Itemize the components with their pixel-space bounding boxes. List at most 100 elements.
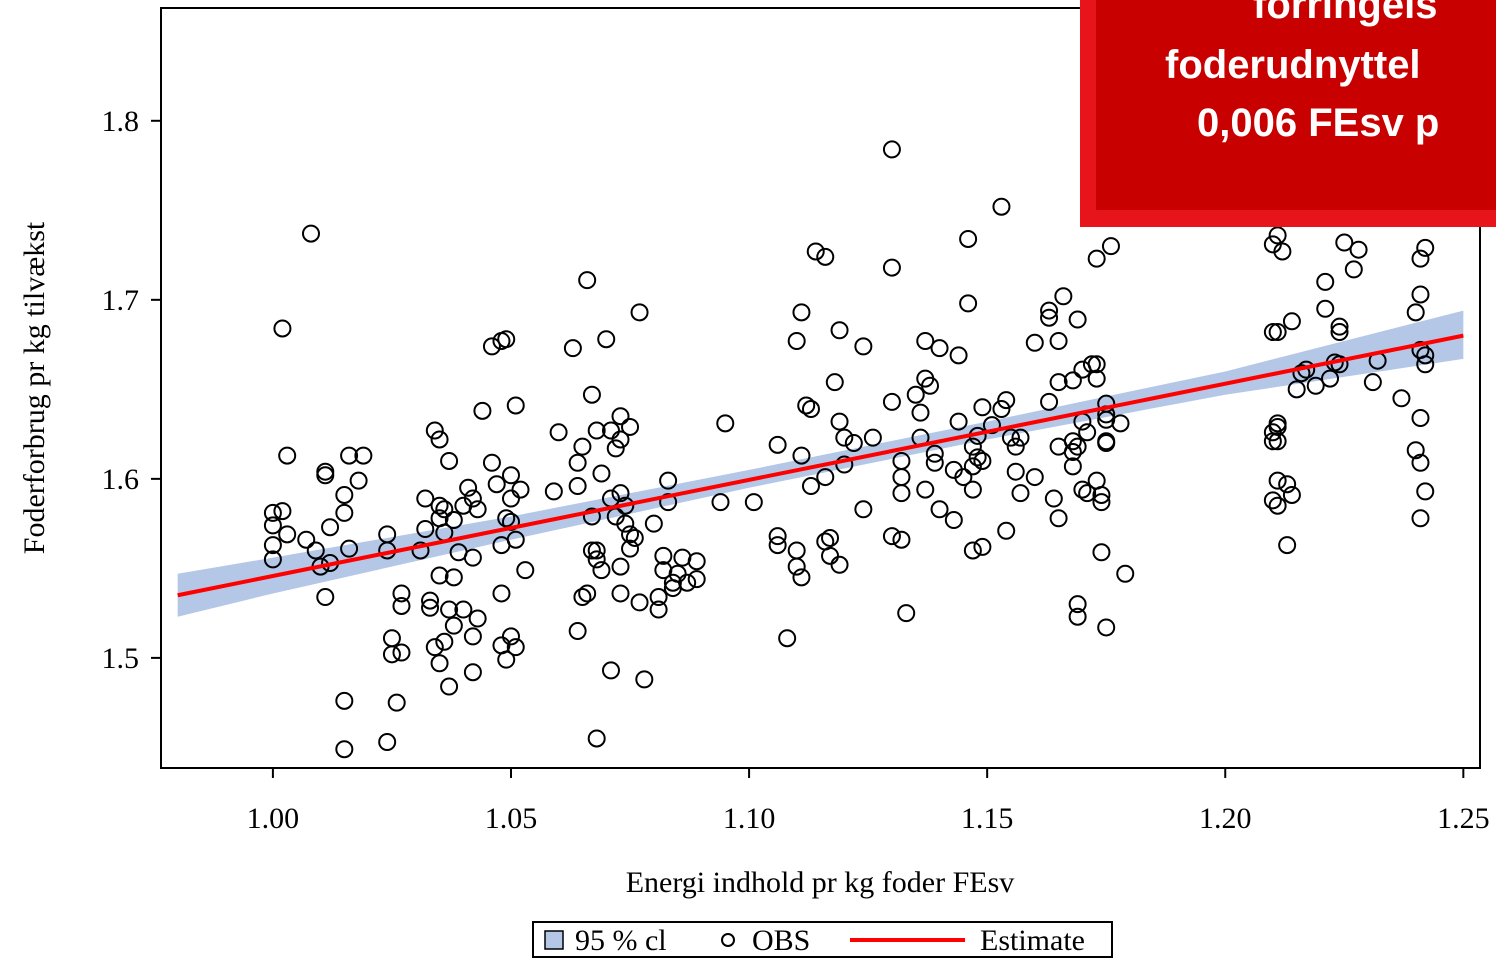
obs-point (1116, 564, 1135, 583)
annotation-text: 0,006 FEsv p (1197, 101, 1439, 145)
obs-point (1316, 299, 1335, 318)
obs-point (768, 527, 787, 546)
obs-point (1287, 380, 1306, 399)
obs-point (387, 693, 406, 712)
obs-point (611, 557, 630, 576)
obs-point (592, 561, 611, 580)
obs-point (997, 391, 1016, 410)
obs-point (430, 566, 449, 585)
obs-point (1087, 369, 1106, 388)
obs-point (1068, 310, 1087, 329)
obs-point (1316, 272, 1335, 291)
obs-point (578, 271, 597, 290)
obs-point (625, 528, 644, 547)
obs-point (1063, 432, 1082, 451)
obs-point (825, 373, 844, 392)
obs-point (687, 570, 706, 589)
obs-point (949, 346, 968, 365)
obs-point (1278, 536, 1297, 555)
obs-point (263, 516, 282, 535)
obs-point (340, 539, 359, 558)
x-tick-label: 1.05 (485, 802, 538, 835)
obs-point (473, 401, 492, 420)
obs-point (1073, 480, 1092, 499)
obs-point (1097, 434, 1116, 453)
obs-point (549, 423, 568, 442)
obs-point (430, 430, 449, 449)
obs-point (973, 398, 992, 417)
obs-point (335, 503, 354, 522)
obs-point (1273, 242, 1292, 261)
obs-point (1092, 543, 1111, 562)
obs-point (1335, 233, 1354, 252)
obs-point (335, 485, 354, 504)
obs-point (568, 453, 587, 472)
obs-point (454, 496, 473, 515)
plot-frame (160, 7, 1481, 769)
obs-point (1416, 238, 1435, 257)
obs-point (1416, 482, 1435, 501)
obs-point (949, 412, 968, 431)
obs-point (1344, 260, 1363, 279)
obs-point (897, 604, 916, 623)
obs-point (601, 421, 620, 440)
obs-point (278, 525, 297, 544)
estimate-line (177, 333, 1464, 598)
x-tick-label: 1.10 (723, 802, 776, 835)
obs-point (635, 670, 654, 689)
obs-point (416, 519, 435, 538)
obs-point (1263, 423, 1282, 442)
obs-point (506, 396, 525, 415)
x-tick-label: 1.20 (1199, 802, 1252, 835)
obs-point (444, 511, 463, 530)
obs-point (816, 468, 835, 487)
y-tick-label: 1.5 (102, 642, 140, 675)
obs-point (1087, 249, 1106, 268)
obs-point (587, 729, 606, 748)
obs-point (501, 466, 520, 485)
obs-point (1006, 437, 1025, 456)
obs-point (787, 541, 806, 560)
obs-point (430, 496, 449, 515)
obs-point (668, 564, 687, 583)
obs-point (944, 511, 963, 530)
obs-point (392, 584, 411, 603)
obs-point (568, 622, 587, 641)
obs-point (582, 541, 601, 560)
obs-point (1063, 371, 1082, 390)
legend-label: 95 % cl (575, 924, 667, 957)
obs-point (1282, 485, 1301, 504)
obs-point (463, 627, 482, 646)
obs-point (687, 552, 706, 571)
obs-point (768, 435, 787, 454)
obs-point (821, 546, 840, 565)
obs-point (916, 332, 935, 351)
obs-point (440, 600, 459, 619)
obs-point (768, 536, 787, 555)
obs-point (278, 446, 297, 465)
obs-point (435, 632, 454, 651)
obs-point (440, 677, 459, 696)
obs-point (1330, 317, 1349, 336)
obs-point (1416, 346, 1435, 365)
obs-point (440, 451, 459, 470)
obs-point (316, 462, 335, 481)
obs-point (792, 303, 811, 322)
obs-point (1068, 607, 1087, 626)
annotation-box: forringels foderudnyttel 0,006 FEsv p (1080, 0, 1496, 227)
obs-point (459, 478, 478, 497)
obs-point (301, 224, 320, 243)
obs-point (1411, 408, 1430, 427)
obs-point (854, 337, 873, 356)
obs-point (378, 733, 397, 752)
obs-point (963, 480, 982, 499)
obs-point (544, 482, 563, 501)
obs-point (382, 645, 401, 664)
obs-point (1025, 333, 1044, 352)
obs-point (916, 480, 935, 499)
obs-point (968, 448, 987, 467)
obs-point (592, 464, 611, 483)
obs-point (1049, 373, 1068, 392)
obs-point (659, 471, 678, 490)
obs-point (654, 546, 673, 565)
